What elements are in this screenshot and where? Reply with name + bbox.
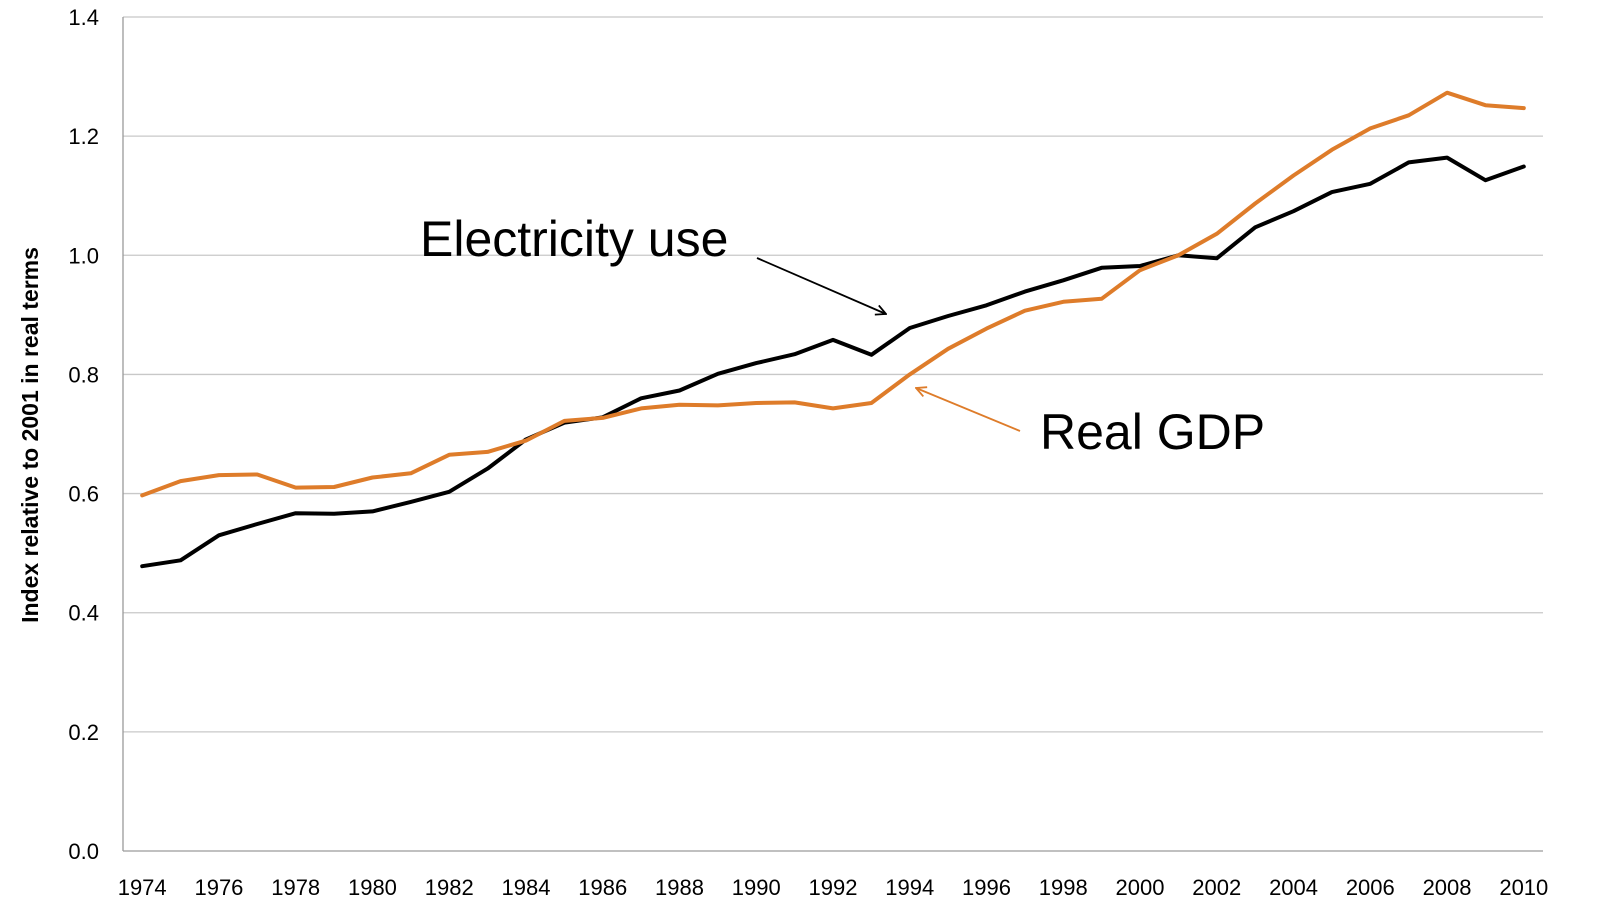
y-tick-label: 0.4 [68,601,99,626]
x-tick-label: 1976 [194,875,243,900]
x-tick-label: 1980 [348,875,397,900]
y-tick-label: 0.0 [68,839,99,864]
x-tick-label: 1998 [1039,875,1088,900]
y-tick-label: 0.2 [68,720,99,745]
x-tick-label: 1994 [885,875,934,900]
annotation-arrow-gdp [916,388,1021,432]
y-tick-label: 1.0 [68,243,99,268]
annotation-real-gdp: Real GDP [1040,404,1265,460]
annotation-arrow-electricity [756,257,886,314]
y-axis-title: Index relative to 2001 in real terms [17,247,43,623]
x-tick-label: 1990 [732,875,781,900]
x-tick-label: 1996 [962,875,1011,900]
x-tick-label: 2004 [1269,875,1318,900]
x-tick-label: 1986 [578,875,627,900]
x-tick-label: 1992 [809,875,858,900]
x-tick-label: 1974 [118,875,167,900]
annotations: Electricity use Real GDP [420,211,1265,460]
series-line-real-gdp [140,90,1526,498]
y-tick-label: 0.6 [68,482,99,507]
y-tick-label: 1.2 [68,124,99,149]
x-tick-label: 2006 [1346,875,1395,900]
x-tick-label: 1988 [655,875,704,900]
annotation-electricity-use: Electricity use [420,211,728,267]
x-tick-label: 1978 [271,875,320,900]
y-tick-label: 0.8 [68,362,99,387]
x-tick-label: 2002 [1192,875,1241,900]
x-tick-label: 2010 [1499,875,1548,900]
x-tick-label: 2008 [1423,875,1472,900]
y-tick-label: 1.4 [68,5,99,30]
x-tick-label: 1984 [501,875,550,900]
series-lines [140,90,1526,569]
gridlines [123,16,1543,733]
axes: 0.0 0.2 0.4 0.6 0.8 1.0 1.2 1.4 1974 1976 1978 1980… [68,5,1548,900]
series-line-electricity-use [140,155,1526,569]
x-tick-label: 1982 [425,875,474,900]
x-tick-label: 2000 [1116,875,1165,900]
